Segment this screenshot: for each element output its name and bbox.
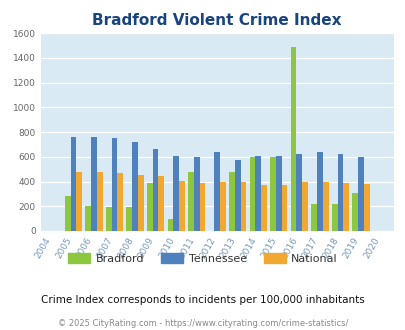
Bar [65,196,70,231]
Bar [193,157,199,231]
Bar [97,172,102,231]
Bar [322,182,328,231]
Bar [363,184,369,231]
Bar [199,183,205,231]
Bar [85,206,91,231]
Bar [234,160,240,231]
Bar [70,137,76,231]
Text: Crime Index corresponds to incidents per 100,000 inhabitants: Crime Index corresponds to incidents per… [41,295,364,305]
Bar [343,183,348,231]
Bar [214,152,220,231]
Bar [132,142,138,231]
Bar [188,172,193,231]
Legend: Bradford, Tennessee, National: Bradford, Tennessee, National [64,249,341,268]
Bar [357,157,363,231]
Bar [111,138,117,231]
Text: © 2025 CityRating.com - https://www.cityrating.com/crime-statistics/: © 2025 CityRating.com - https://www.city… [58,319,347,328]
Bar [281,184,287,231]
Bar [138,175,143,231]
Bar [220,182,225,231]
Bar [147,183,152,231]
Bar [352,193,357,231]
Bar [173,155,179,231]
Bar [255,156,260,231]
Bar [331,204,337,231]
Bar [275,156,281,231]
Bar [240,182,246,231]
Bar [158,176,164,231]
Bar [269,157,275,231]
Bar [152,149,158,231]
Bar [76,172,82,231]
Title: Bradford Violent Crime Index: Bradford Violent Crime Index [92,13,341,28]
Bar [290,47,296,231]
Bar [228,172,234,231]
Bar [117,174,123,231]
Bar [301,182,307,231]
Bar [296,154,301,231]
Bar [260,184,266,231]
Bar [337,154,343,231]
Bar [316,152,322,231]
Bar [311,204,316,231]
Bar [249,157,255,231]
Bar [167,219,173,231]
Bar [126,208,132,231]
Bar [179,181,184,231]
Bar [106,208,111,231]
Bar [91,137,97,231]
